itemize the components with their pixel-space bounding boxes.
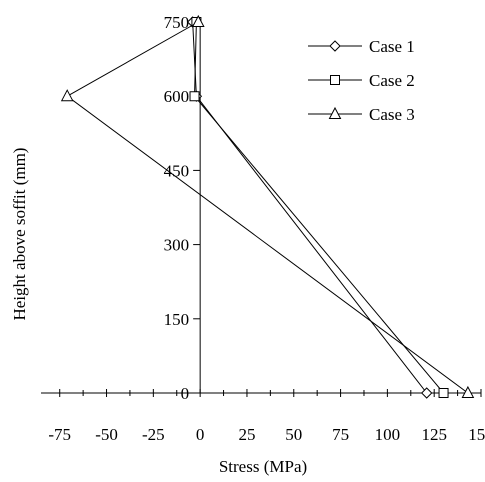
data-point bbox=[60, 89, 74, 102]
x-tick-label: 50 bbox=[285, 425, 302, 444]
y-axis-title: Height above soffit (mm) bbox=[10, 148, 29, 321]
legend-label: Case 1 bbox=[369, 37, 415, 56]
legend-marker bbox=[330, 75, 340, 85]
series-layer bbox=[60, 14, 475, 399]
y-tick-label: 0 bbox=[181, 384, 190, 403]
legend-marker bbox=[329, 40, 341, 52]
x-tick-label: 150 bbox=[468, 425, 485, 444]
data-point bbox=[461, 385, 475, 398]
legend: Case 1 Case 2 Case 3 bbox=[308, 37, 415, 124]
legend-marker bbox=[328, 106, 342, 119]
x-tick-label: 125 bbox=[421, 425, 447, 444]
y-tick-label: 450 bbox=[164, 161, 190, 180]
y-tick-label: 300 bbox=[164, 236, 190, 255]
x-tick-label: 75 bbox=[332, 425, 349, 444]
data-point bbox=[438, 388, 449, 398]
series-3 bbox=[60, 14, 475, 398]
legend-label: Case 3 bbox=[369, 105, 415, 124]
axes: -75 -50 -25 0 25 50 75 100 125 150 0 150 300 450 600 75… bbox=[41, 13, 485, 444]
legend-label: Case 2 bbox=[369, 71, 415, 90]
x-tick-label: -25 bbox=[142, 425, 165, 444]
data-point bbox=[191, 14, 205, 27]
y-tick-label: 750 bbox=[164, 13, 190, 32]
x-axis-title: Stress (MPa) bbox=[219, 457, 307, 476]
legend-item-2: Case 2 bbox=[308, 71, 415, 90]
y-tick-label: 150 bbox=[164, 310, 190, 329]
x-tick-label: -75 bbox=[48, 425, 71, 444]
data-point bbox=[189, 91, 200, 102]
x-tick-label: -50 bbox=[95, 425, 118, 444]
legend-item-3: Case 3 bbox=[308, 105, 415, 124]
legend-item-1: Case 1 bbox=[308, 37, 415, 56]
x-tick-label: 0 bbox=[196, 425, 205, 444]
y-tick-label: 600 bbox=[164, 87, 190, 106]
x-tick-label: 100 bbox=[375, 425, 401, 444]
data-point bbox=[420, 387, 433, 399]
x-tick-label: 25 bbox=[238, 425, 255, 444]
